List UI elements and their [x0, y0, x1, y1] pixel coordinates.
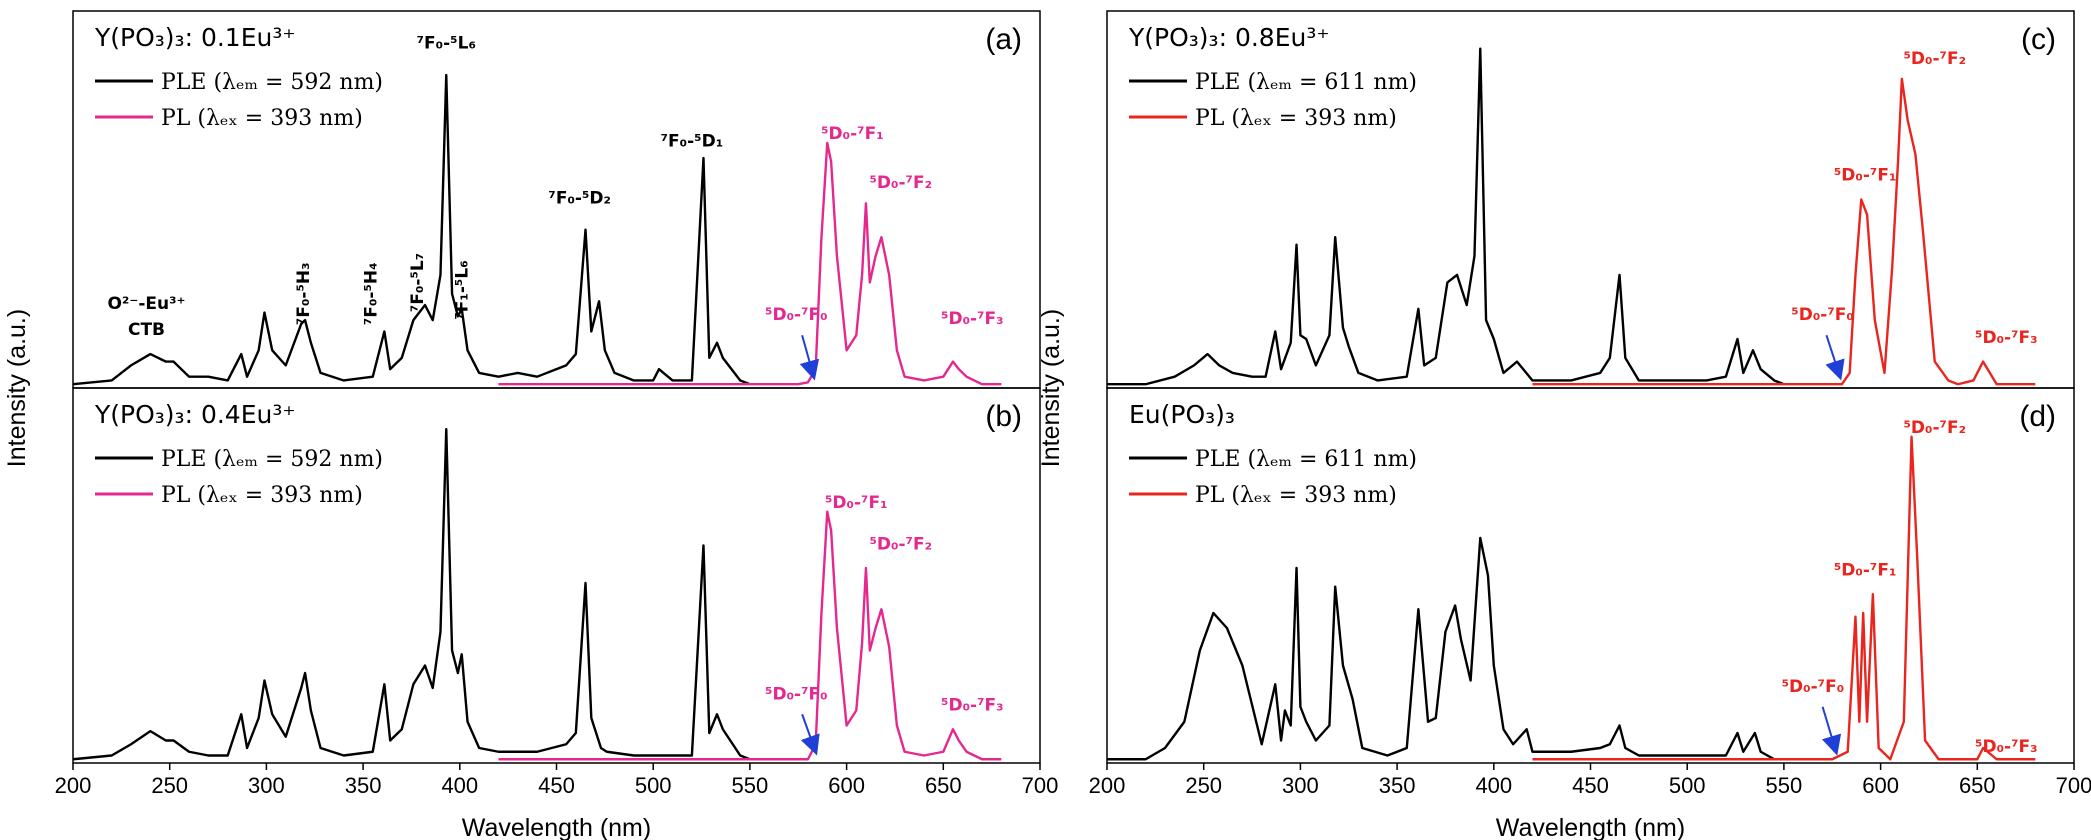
panel-title: Eu(PO₃)₃ [1129, 400, 1235, 429]
legend-label: PLE (λₑₘ = 592 nm) [161, 447, 383, 472]
panel-label: (a) [985, 23, 1022, 56]
x-axis-label: Wavelength (nm) [1496, 814, 1685, 840]
annotation: ⁵D₀-⁷F₁ [825, 493, 888, 513]
legend-label: PL (λₑₓ = 393 nm) [1195, 106, 1397, 131]
annotation: ⁵D₀-⁷F₀ [1791, 305, 1854, 325]
y-axis-label: Intensity (a.u.) [1037, 309, 1065, 467]
x-tick-label: 400 [1475, 773, 1512, 798]
annotation-arrow [1825, 334, 1845, 381]
spectrum-line [498, 141, 1002, 386]
y-axis-label: Intensity (a.u.) [3, 309, 31, 467]
annotation: ⁵D₀-⁷F₁ [1834, 561, 1897, 581]
annotation: ⁷F₀-⁵L₆ [417, 34, 476, 54]
x-tick-label: 700 [1022, 773, 1059, 798]
annotation: ⁷F₀-⁵D₂ [548, 188, 611, 208]
legend-label: PLE (λₑₘ = 592 nm) [161, 70, 383, 95]
annotation: ⁷F₀-⁵L₇ [408, 253, 428, 312]
annotation-arrow [800, 713, 820, 756]
annotation: ⁵D₀-⁷F₂ [1903, 49, 1966, 69]
x-tick-label: 500 [635, 773, 672, 798]
annotation: ⁷F₁-⁵L₆ [453, 260, 473, 319]
x-tick-label: 650 [1959, 773, 1996, 798]
panel-label: (c) [2021, 23, 2056, 56]
spectrum-line [498, 510, 1002, 761]
x-tick-label: 200 [1089, 773, 1126, 798]
annotation: ⁵D₀-⁷F₀ [1782, 677, 1845, 697]
annotation: ⁷F₀-⁵D₁ [661, 132, 724, 152]
annotation: ⁵D₀-⁷F₃ [1975, 328, 2038, 348]
x-axis-label: Wavelength (nm) [462, 814, 651, 840]
x-tick-label: 500 [1669, 773, 1706, 798]
panel-label: (d) [2019, 400, 2056, 433]
legend-label: PLE (λₑₘ = 611 nm) [1195, 447, 1417, 472]
x-tick-label: 250 [1185, 773, 1222, 798]
panel-title: Y(PO₃)₃: 0.4Eu³⁺ [94, 400, 296, 429]
annotation: ⁵D₀-⁷F₀ [765, 684, 828, 704]
x-tick-label: 200 [55, 773, 92, 798]
panel-title: Y(PO₃)₃: 0.8Eu³⁺ [1128, 23, 1330, 52]
annotation: ⁷F₀-⁵H₄ [362, 262, 382, 325]
panel: 200 250 300 350 400 450 500 550 600 650 700 PLE (λₑ… [55, 387, 1059, 840]
spectrum-line [1107, 536, 1784, 761]
annotation-arrow [799, 334, 820, 381]
annotation: ⁵D₀-⁷F₀ [765, 305, 828, 325]
x-tick-label: 450 [538, 773, 575, 798]
legend-label: PL (λₑₓ = 393 nm) [1195, 483, 1397, 508]
x-tick-label: 300 [1282, 773, 1319, 798]
panel: PLE (λₑₘ = 592 nm) PL (λₑₓ = 393 nm) Y(PO₃… [3, 10, 1041, 467]
x-tick-label: 300 [248, 773, 285, 798]
x-tick-label: 550 [1766, 773, 1803, 798]
spectrum-line [1532, 435, 2036, 761]
x-tick-label: 600 [828, 773, 865, 798]
x-tick-label: 550 [732, 773, 769, 798]
legend-label: PL (λₑₓ = 393 nm) [161, 483, 363, 508]
annotation: ⁵D₀-⁷F₁ [1834, 166, 1897, 186]
panel-title: Y(PO₃)₃: 0.1Eu³⁺ [94, 23, 296, 52]
panel-label: (b) [985, 400, 1022, 433]
annotation: CTB [128, 320, 165, 340]
spectrum-line [1532, 77, 2036, 386]
x-tick-label: 400 [441, 773, 478, 798]
legend-label: PL (λₑₓ = 393 nm) [161, 106, 363, 131]
x-tick-label: 600 [1862, 773, 1899, 798]
annotation: ⁵D₀-⁷F₂ [869, 173, 932, 193]
annotation: ⁵D₀-⁷F₂ [1903, 418, 1966, 438]
annotation: ⁵D₀-⁷F₃ [941, 696, 1004, 716]
annotation: ⁵D₀-⁷F₃ [1975, 737, 2038, 757]
spectrum-line [72, 73, 751, 386]
annotation: ⁵D₀-⁷F₃ [941, 309, 1004, 329]
x-tick-label: 350 [1379, 773, 1416, 798]
spectrum-line [72, 428, 751, 761]
x-tick-label: 350 [345, 773, 382, 798]
x-tick-label: 450 [1572, 773, 1609, 798]
legend-label: PLE (λₑₘ = 611 nm) [1195, 70, 1417, 95]
x-tick-label: 250 [151, 773, 188, 798]
panel: 200 250 300 350 400 450 500 550 600 650 700 PLE (λₑ… [1089, 387, 2091, 840]
x-tick-label: 700 [2056, 773, 2091, 798]
annotation-arrow [1821, 706, 1842, 756]
annotation: ⁵D₀-⁷F₁ [821, 124, 884, 144]
annotation: O²⁻-Eu³⁺ [107, 294, 185, 314]
annotation: ⁷F₀-⁵H₃ [294, 262, 314, 325]
spectrum-line [1107, 47, 1785, 386]
x-tick-label: 650 [925, 773, 962, 798]
annotation: ⁵D₀-⁷F₂ [869, 534, 932, 554]
